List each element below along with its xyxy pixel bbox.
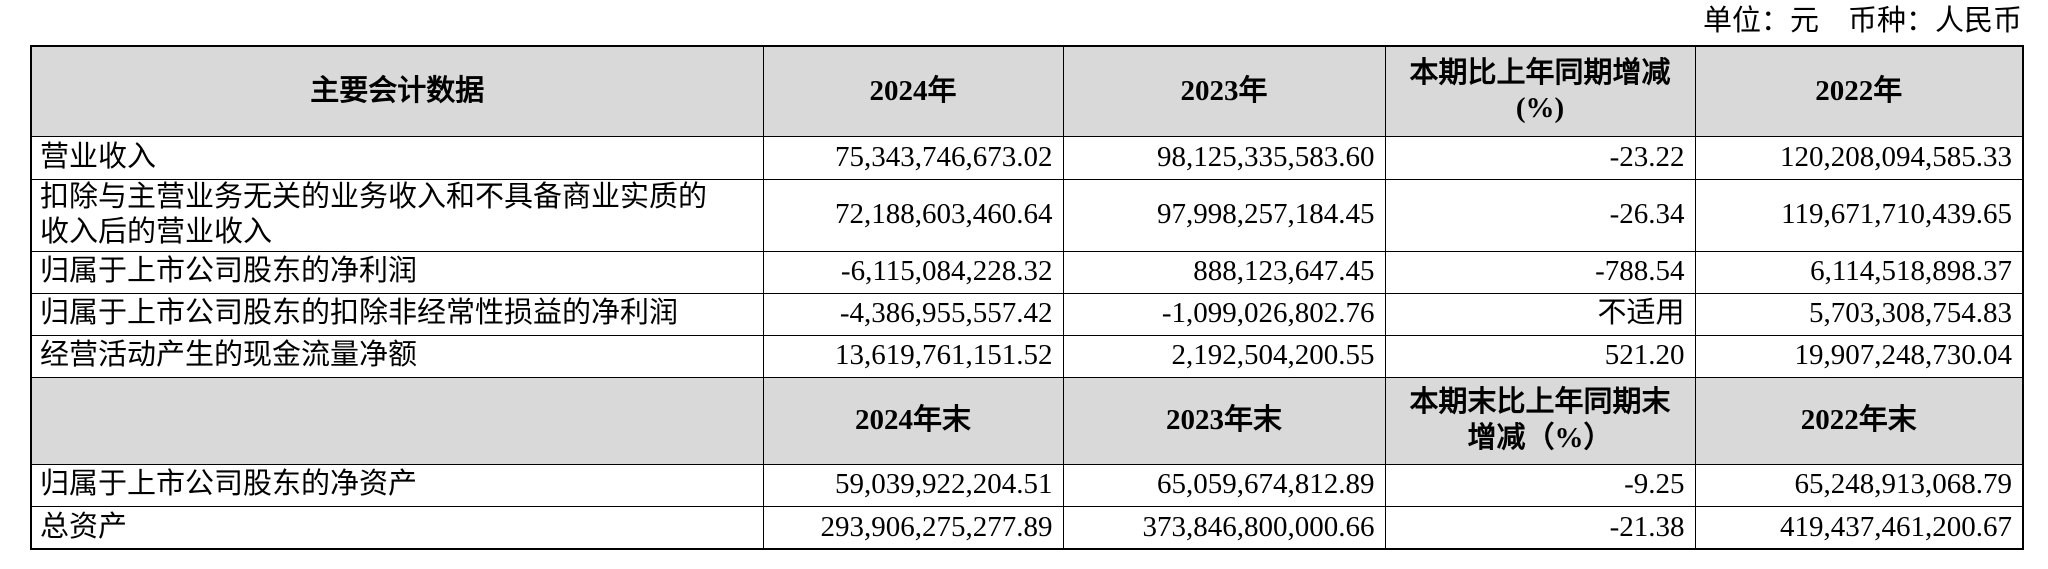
- value-2023: 2,192,504,200.55: [1062, 334, 1386, 378]
- value-change: 不适用: [1384, 292, 1696, 336]
- value-2023: 373,846,800,000.66: [1062, 505, 1386, 550]
- row-label: 归属于上市公司股东的净利润: [30, 250, 764, 294]
- value-2024: 293,906,275,277.89: [762, 505, 1064, 550]
- header-year-2024: 2024年: [762, 45, 1064, 137]
- value-2024: -4,386,955,557.42: [762, 292, 1064, 336]
- value-change: -23.22: [1384, 135, 1696, 180]
- table-row-total-assets: 总资产 293,906,275,277.89 373,846,800,000.6…: [30, 505, 2024, 550]
- value-2022: 119,671,710,439.65: [1694, 178, 2024, 252]
- value-2022: 6,114,518,898.37: [1694, 250, 2024, 294]
- value-2022: 419,437,461,200.67: [1694, 505, 2024, 550]
- table-row-net-profit-excl-nonrecurring: 归属于上市公司股东的扣除非经常性损益的净利润 -4,386,955,557.42…: [30, 292, 2024, 336]
- row-label: 归属于上市公司股东的净资产: [30, 463, 764, 507]
- table-row-revenue-after-deduction: 扣除与主营业务无关的业务收入和不具备商业实质的收入后的营业收入 72,188,6…: [30, 178, 2024, 252]
- header-period-change: 本期比上年同期增减 (%): [1384, 45, 1696, 137]
- value-2022: 5,703,308,754.83: [1694, 292, 2024, 336]
- row-label: 总资产: [30, 505, 764, 550]
- header-end-change-line2: 增减（%）: [1467, 421, 1613, 454]
- value-2022: 19,907,248,730.04: [1694, 334, 2024, 378]
- header-end-2024: 2024年末: [762, 376, 1064, 465]
- value-change: -788.54: [1384, 250, 1696, 294]
- period-header-row: 主要会计数据 2024年 2023年 本期比上年同期增减 (%) 2022年: [30, 45, 2024, 137]
- value-2023: 98,125,335,583.60: [1062, 135, 1386, 180]
- table-row-net-assets: 归属于上市公司股东的净资产 59,039,922,204.51 65,059,6…: [30, 463, 2024, 507]
- header-period-change-line1: 本期比上年同期增减: [1409, 56, 1671, 89]
- value-2024: 59,039,922,204.51: [762, 463, 1064, 507]
- value-change: -21.38: [1384, 505, 1696, 550]
- value-2022: 120,208,094,585.33: [1694, 135, 2024, 180]
- row-label: 归属于上市公司股东的扣除非经常性损益的净利润: [30, 292, 764, 336]
- value-2023: 65,059,674,812.89: [1062, 463, 1386, 507]
- value-change: -9.25: [1384, 463, 1696, 507]
- key-accounting-data-table: 主要会计数据 2024年 2023年 本期比上年同期增减 (%) 2022年 营…: [30, 45, 2024, 550]
- unit-currency-label: 单位：元 币种：人民币: [1702, 5, 2022, 37]
- header-end-change: 本期末比上年同期末 增减（%）: [1384, 376, 1696, 465]
- table-row-operating-revenue: 营业收入 75,343,746,673.02 98,125,335,583.60…: [30, 135, 2024, 180]
- header-period-change-line2: (%): [1515, 92, 1565, 125]
- value-2023: 888,123,647.45: [1062, 250, 1386, 294]
- value-2023: 97,998,257,184.45: [1062, 178, 1386, 252]
- table-row-operating-cash-flow: 经营活动产生的现金流量净额 13,619,761,151.52 2,192,50…: [30, 334, 2024, 378]
- row-label: 营业收入: [30, 135, 764, 180]
- period-end-header-row: 2024年末 2023年末 本期末比上年同期末 增减（%） 2022年末: [30, 376, 2024, 465]
- table-row-net-profit: 归属于上市公司股东的净利润 -6,115,084,228.32 888,123,…: [30, 250, 2024, 294]
- value-2023: -1,099,026,802.76: [1062, 292, 1386, 336]
- header-end-2022: 2022年末: [1694, 376, 2024, 465]
- value-change: -26.34: [1384, 178, 1696, 252]
- value-2024: -6,115,084,228.32: [762, 250, 1064, 294]
- header-year-2023: 2023年: [1062, 45, 1386, 137]
- header-year-2022: 2022年: [1694, 45, 2024, 137]
- header-end-2023: 2023年末: [1062, 376, 1386, 465]
- value-2024: 13,619,761,151.52: [762, 334, 1064, 378]
- header-end-change-line1: 本期末比上年同期末: [1409, 386, 1671, 419]
- header-end-blank: [30, 376, 764, 465]
- value-2024: 72,188,603,460.64: [762, 178, 1064, 252]
- row-label: 扣除与主营业务无关的业务收入和不具备商业实质的收入后的营业收入: [30, 178, 764, 252]
- row-label: 经营活动产生的现金流量净额: [30, 334, 764, 378]
- header-main-accounting-data: 主要会计数据: [30, 45, 764, 137]
- value-2024: 75,343,746,673.02: [762, 135, 1064, 180]
- value-2022: 65,248,913,068.79: [1694, 463, 2024, 507]
- value-change: 521.20: [1384, 334, 1696, 378]
